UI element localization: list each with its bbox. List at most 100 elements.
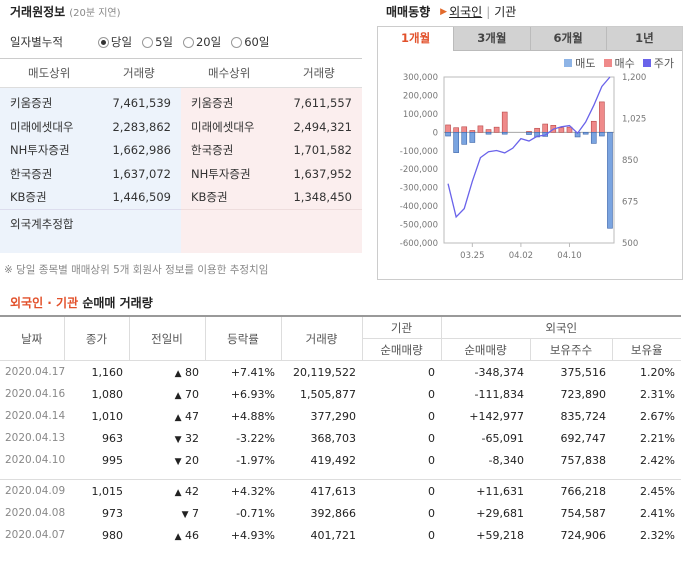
- y-right-tick-label: 850: [622, 156, 638, 166]
- tab-period-3[interactable]: 1년: [605, 27, 682, 51]
- table-row: 2020.04.10 995 ▼ 20 -1.97% 419,492 0 -8,340 757…: [0, 449, 681, 471]
- date-cell: 2020.04.14: [5, 410, 66, 422]
- y-left-tick-label: -500,000: [400, 221, 438, 231]
- chart-legend: 매도 매수 주가: [556, 55, 674, 71]
- sell-bar: [607, 132, 613, 229]
- legend-item: 주가: [642, 55, 674, 71]
- buy-bar: [453, 127, 459, 133]
- sell-broker-name: 미래에셋대우: [10, 119, 74, 134]
- volume-header: 거래량: [280, 315, 363, 361]
- fore-net-header: 순매매량: [440, 338, 531, 361]
- y-left-tick-label: 0: [433, 128, 438, 138]
- buy-top-header: 매수상위: [208, 66, 251, 80]
- buy-bar: [461, 126, 468, 133]
- rate-cell: +4.32%: [230, 484, 275, 498]
- rate-cell: +4.93%: [230, 528, 275, 542]
- buy-broker-volume: 2,494,321: [293, 119, 352, 134]
- triangle-down-icon: ▼: [174, 456, 182, 467]
- buy-row: 키움증권 7,611,557: [181, 94, 362, 112]
- separator: |: [486, 4, 491, 19]
- buy-bar: [534, 127, 540, 133]
- arrow-right-icon: ▶: [440, 6, 448, 17]
- sell-bar: [582, 132, 589, 135]
- close-cell: 980: [102, 528, 123, 542]
- fore-hold-cell: 757,838: [560, 453, 607, 467]
- foreign-link[interactable]: 외국인: [449, 5, 483, 19]
- sell-broker-name: KB증권: [10, 190, 47, 204]
- tab-period-2[interactable]: 6개월: [529, 27, 606, 51]
- rate-cell: +6.93%: [230, 387, 275, 401]
- buy-volume-header: 거래량: [303, 66, 335, 80]
- rate-cell: -0.71%: [236, 506, 275, 520]
- inst-net-header: 순매매량: [361, 338, 442, 361]
- y-right-tick-label: 1,200: [622, 73, 646, 83]
- date-cell: 2020.04.09: [5, 485, 66, 497]
- table-row: 2020.04.07 980 ▲ 46 +4.93% 401,721 0 +59,218 72…: [0, 524, 681, 546]
- period-radio-0[interactable]: 당일: [97, 34, 132, 50]
- inst-net-cell: 0: [428, 409, 435, 423]
- sell-bar: [526, 132, 532, 135]
- date-header: 날짜: [0, 315, 65, 361]
- rate-cell: -1.97%: [236, 453, 275, 467]
- volume-cell: 20,119,522: [293, 365, 356, 379]
- change-cell: ▲ 42: [129, 480, 205, 503]
- period-radio-label: 20일: [195, 35, 222, 49]
- y-left-tick-label: -100,000: [400, 147, 438, 157]
- fore-net-cell: -65,091: [481, 431, 524, 445]
- buy-bar: [445, 124, 451, 133]
- triangle-up-icon: ▲: [174, 487, 182, 498]
- investor-table-title: 외국인 · 기관 순매매 거래량: [10, 296, 153, 310]
- sell-bar: [461, 132, 468, 145]
- table-row: 2020.04.16 1,080 ▲ 70 +6.93% 1,505,877 0 -111,…: [0, 383, 681, 405]
- sell-volume-header: 거래량: [123, 66, 155, 80]
- y-left-tick-label: 300,000: [403, 73, 438, 83]
- change-value: 42: [185, 484, 199, 498]
- inst-net-cell: 0: [428, 506, 435, 520]
- buy-broker-name: 키움증권: [191, 96, 234, 110]
- fore-ratio-cell: 2.42%: [640, 453, 675, 467]
- close-header: 종가: [63, 315, 130, 361]
- buy-broker-volume: 1,701,582: [293, 143, 352, 157]
- period-radio-1[interactable]: 5일: [142, 34, 173, 50]
- rate-cell: -3.22%: [236, 431, 275, 445]
- buy-bar: [566, 126, 573, 133]
- x-tick-label: 04.10: [557, 251, 581, 261]
- institution-link[interactable]: 기관: [494, 5, 517, 19]
- fore-hold-cell: 754,587: [560, 506, 607, 520]
- buy-bar: [477, 125, 484, 133]
- period-radio-3[interactable]: 60일: [231, 34, 269, 50]
- fore-ratio-cell: 2.32%: [640, 528, 675, 542]
- period-radio-label: 60일: [244, 35, 270, 49]
- tab-period-1[interactable]: 3개월: [453, 27, 530, 51]
- radio-icon: [97, 36, 109, 48]
- gap-cell: [0, 471, 681, 480]
- period-radio-2[interactable]: 20일: [182, 34, 222, 50]
- close-cell: 973: [102, 506, 123, 520]
- trend-chart-box: 1개월 3개월 6개월 1년 매도 매수 주가 300,000 200,000 100,000…: [377, 26, 683, 280]
- inst-net-cell: 0: [428, 365, 435, 379]
- investor-table-body: 2020.04.17 1,160 ▲ 80 +7.41% 20,119,522 0 -348…: [0, 361, 681, 547]
- triangle-down-icon: ▼: [181, 509, 189, 520]
- fore-ratio-cell: 1.20%: [640, 365, 675, 379]
- x-tick-label: 04.02: [509, 251, 533, 261]
- fore-ratio-cell: 2.31%: [640, 387, 675, 401]
- sell-broker-volume: 1,446,509: [112, 190, 171, 204]
- buy-row: KB증권 1,348,450: [181, 188, 362, 206]
- change-value: 47: [185, 409, 199, 423]
- change-value: 70: [185, 387, 199, 401]
- volume-cell: 419,492: [310, 453, 357, 467]
- volume-cell: 401,721: [310, 528, 357, 542]
- change-cell: ▼ 20: [129, 449, 205, 471]
- fore-ratio-header: 보유율: [611, 338, 681, 361]
- triangle-up-icon: ▲: [174, 390, 182, 401]
- y-left-tick-label: -400,000: [400, 202, 438, 212]
- buy-row: 미래에셋대우 2,494,321: [181, 118, 362, 136]
- trend-chart: 300,000 200,000 100,000 0 -100,000 -200,000 -3…: [400, 73, 647, 261]
- tab-period-0[interactable]: 1개월: [378, 27, 454, 51]
- close-cell: 1,015: [91, 484, 124, 498]
- table-row: 2020.04.13 963 ▼ 32 -3.22% 368,703 0 -65,091 69…: [0, 427, 681, 449]
- table-row: 2020.04.17 1,160 ▲ 80 +7.41% 20,119,522 0 -348…: [0, 361, 681, 384]
- y-right-tick-label: 1,025: [622, 115, 646, 125]
- change-cell: ▼ 32: [129, 427, 205, 449]
- legend-item: 매수: [603, 55, 635, 71]
